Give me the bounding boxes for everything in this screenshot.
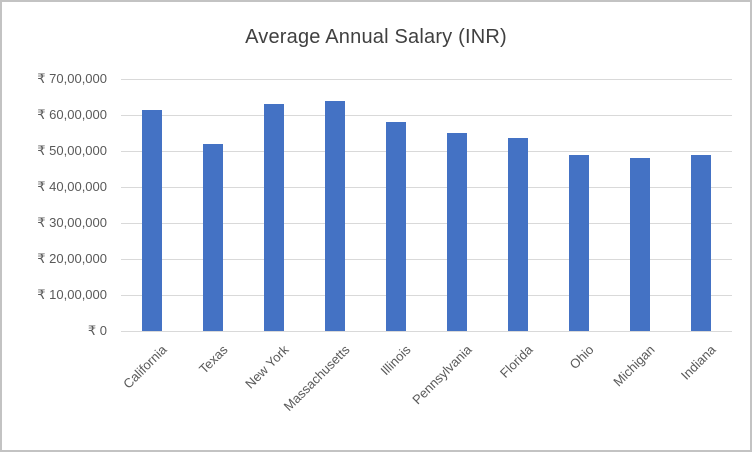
- y-axis-tick-label: ₹ 40,00,000: [37, 179, 107, 194]
- x-axis-category-label: New York: [241, 342, 292, 392]
- y-axis-tick-label: ₹ 60,00,000: [37, 107, 107, 122]
- x-axis-category-label: Illinois: [377, 342, 414, 379]
- bar: [569, 154, 590, 331]
- gridline: [121, 258, 732, 260]
- bar: [141, 109, 162, 331]
- bar: [385, 122, 406, 331]
- bar: [263, 104, 284, 331]
- x-axis-category-label: Texas: [195, 342, 231, 377]
- gridline: [121, 78, 732, 80]
- gridline: [121, 222, 732, 224]
- x-axis-category-label: Massachusetts: [280, 342, 353, 414]
- y-axis-tick-label: ₹ 0: [87, 323, 107, 338]
- gridline: [121, 294, 732, 296]
- y-axis-tick-label: ₹ 70,00,000: [37, 71, 107, 86]
- x-axis-category-label: Pennsylvania: [409, 342, 475, 408]
- y-axis-tick-label: ₹ 50,00,000: [37, 143, 107, 158]
- x-axis-category-label: Indiana: [678, 342, 720, 383]
- gridline: [121, 114, 732, 116]
- bar: [691, 154, 712, 331]
- chart-title: Average Annual Salary (INR): [245, 26, 507, 48]
- bar: [447, 133, 468, 331]
- y-axis-tick-label: ₹ 10,00,000: [37, 287, 107, 302]
- y-axis-tick-label: ₹ 20,00,000: [37, 251, 107, 266]
- x-axis-category-label: California: [119, 342, 170, 392]
- bar: [630, 158, 651, 331]
- bar: [202, 143, 223, 331]
- y-axis-tick-label: ₹ 30,00,000: [37, 215, 107, 230]
- bar: [508, 138, 529, 331]
- bar: [324, 100, 345, 331]
- gridline: [121, 150, 732, 152]
- x-axis-category-label: Michigan: [610, 342, 658, 390]
- gridline: [121, 186, 732, 188]
- gridline: [121, 330, 732, 332]
- x-axis-category-label: Ohio: [566, 342, 597, 373]
- x-axis-category-label: Florida: [497, 342, 536, 381]
